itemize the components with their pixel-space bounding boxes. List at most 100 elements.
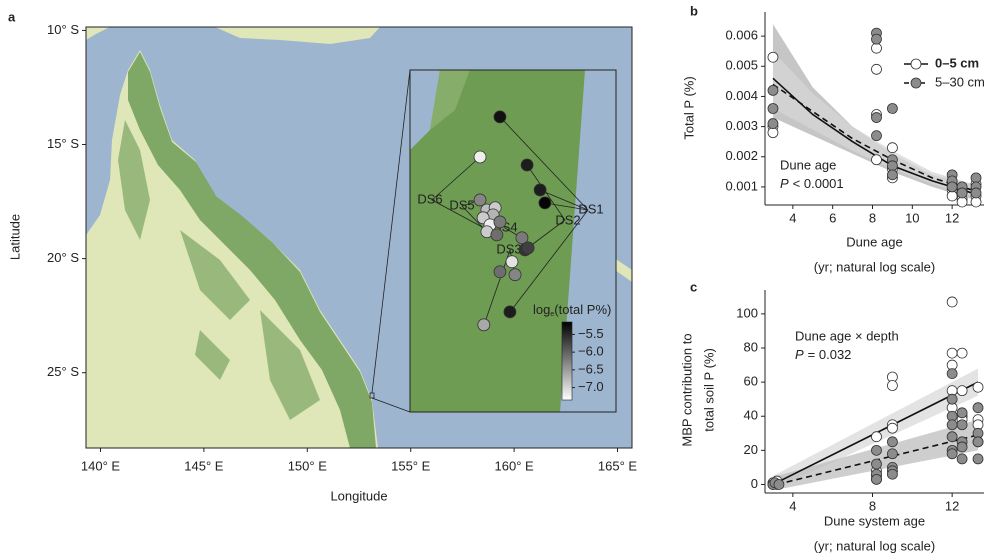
inset-frame [409, 69, 617, 413]
point [946, 190, 958, 202]
y-axis-label: Latitude [7, 214, 22, 260]
y-tick-label: 0.003 [725, 118, 758, 133]
site-point [533, 183, 547, 197]
y-tick-label: 0.004 [725, 88, 758, 103]
point [972, 436, 984, 448]
point [887, 160, 898, 172]
y-tick-label: 10° S [47, 22, 79, 37]
legend-marker [910, 58, 922, 70]
stat-symbol: P [780, 176, 789, 191]
stat-value: = 0.032 [808, 347, 852, 362]
point [887, 448, 898, 460]
site-label: DS5 [449, 197, 474, 212]
y-tick-label: 0.002 [725, 148, 758, 163]
forest [118, 120, 320, 420]
point [970, 187, 982, 199]
site-label: DS6 [417, 191, 442, 206]
point [871, 33, 882, 45]
point [956, 196, 968, 208]
y-axis-label: MBP contribution to [679, 333, 694, 446]
y-tick-label: 25° S [47, 364, 79, 379]
point [970, 196, 982, 208]
fit-line [772, 83, 973, 191]
site-point [493, 265, 507, 279]
panel-letter: b [690, 3, 698, 18]
y-axis-label: total soil P (%) [701, 348, 716, 432]
map-frame [85, 26, 633, 449]
site-label: DS2 [555, 212, 580, 227]
point [887, 380, 898, 391]
x-tick-label: 12 [945, 210, 959, 225]
point [767, 127, 779, 139]
x-tick-label: 155° E [391, 458, 431, 473]
panel-letter: c [690, 279, 697, 294]
site-point [473, 193, 487, 207]
y-tick-label: 15° S [47, 136, 79, 151]
point [887, 468, 898, 480]
stat-value: < 0.0001 [793, 176, 844, 191]
colorbar-label-base: log [533, 302, 550, 317]
site-point [493, 215, 507, 229]
site-point [473, 150, 487, 164]
site-line [539, 189, 589, 211]
point [767, 85, 779, 96]
x-tick-label: 140° E [81, 458, 121, 473]
annotation-stat: P < 0.0001 [780, 176, 844, 191]
point [956, 407, 968, 419]
y-tick-label: 0.006 [725, 28, 758, 43]
x-tick-label: 165° E [598, 458, 638, 473]
x-axis-label: Longitude [330, 488, 387, 503]
site-label: DS3 [496, 241, 521, 256]
x-axis-label: Dune system age [824, 513, 925, 528]
site-point [538, 196, 552, 210]
y-tick-label: 0.005 [725, 58, 758, 73]
x-axis-label: Dune age [846, 234, 902, 249]
point [871, 154, 882, 166]
point [871, 112, 882, 123]
point [871, 431, 882, 443]
zoom-line [371, 69, 411, 394]
x-tick-label: 12 [945, 498, 959, 513]
point [871, 458, 882, 470]
point [887, 169, 898, 181]
x-tick-label: 4 [789, 210, 796, 225]
annotation-stat: P = 0.032 [795, 347, 851, 362]
colorbar-label-sub: e [550, 311, 554, 318]
site-label: DS1 [578, 201, 603, 216]
y-tick-label: 20° S [47, 250, 79, 265]
point [956, 441, 968, 453]
x-tick-label: 8 [869, 210, 876, 225]
point [946, 368, 958, 379]
panel-letter: a [8, 9, 16, 24]
site-line [431, 156, 498, 236]
colorbar-tick-label: −7.0 [578, 379, 604, 394]
site-point [505, 255, 519, 269]
point [767, 118, 779, 129]
point [871, 444, 882, 456]
fit-line [772, 77, 973, 194]
colorbar-tick-label: −6.5 [578, 361, 604, 376]
point [887, 422, 898, 434]
annotation: Dune age × depth [795, 328, 899, 343]
point [946, 448, 958, 460]
y-tick-label: 40 [744, 408, 758, 423]
annotation: Dune age [780, 157, 836, 172]
point [767, 103, 779, 114]
land [86, 27, 632, 448]
site-point [477, 318, 491, 332]
site-point [520, 158, 534, 172]
x-tick-label: 150° E [288, 458, 328, 473]
y-tick-label: 0 [751, 476, 758, 491]
legend-marker [910, 77, 922, 89]
colorbar-tick-label: −5.5 [578, 326, 604, 341]
y-tick-label: 80 [744, 339, 758, 354]
point [946, 419, 958, 431]
point [887, 103, 898, 114]
x-tick-label: 10 [905, 210, 919, 225]
inset-land [430, 70, 470, 130]
point [773, 479, 785, 490]
point [946, 431, 958, 443]
y-tick-label: 60 [744, 374, 758, 389]
point [956, 187, 968, 199]
